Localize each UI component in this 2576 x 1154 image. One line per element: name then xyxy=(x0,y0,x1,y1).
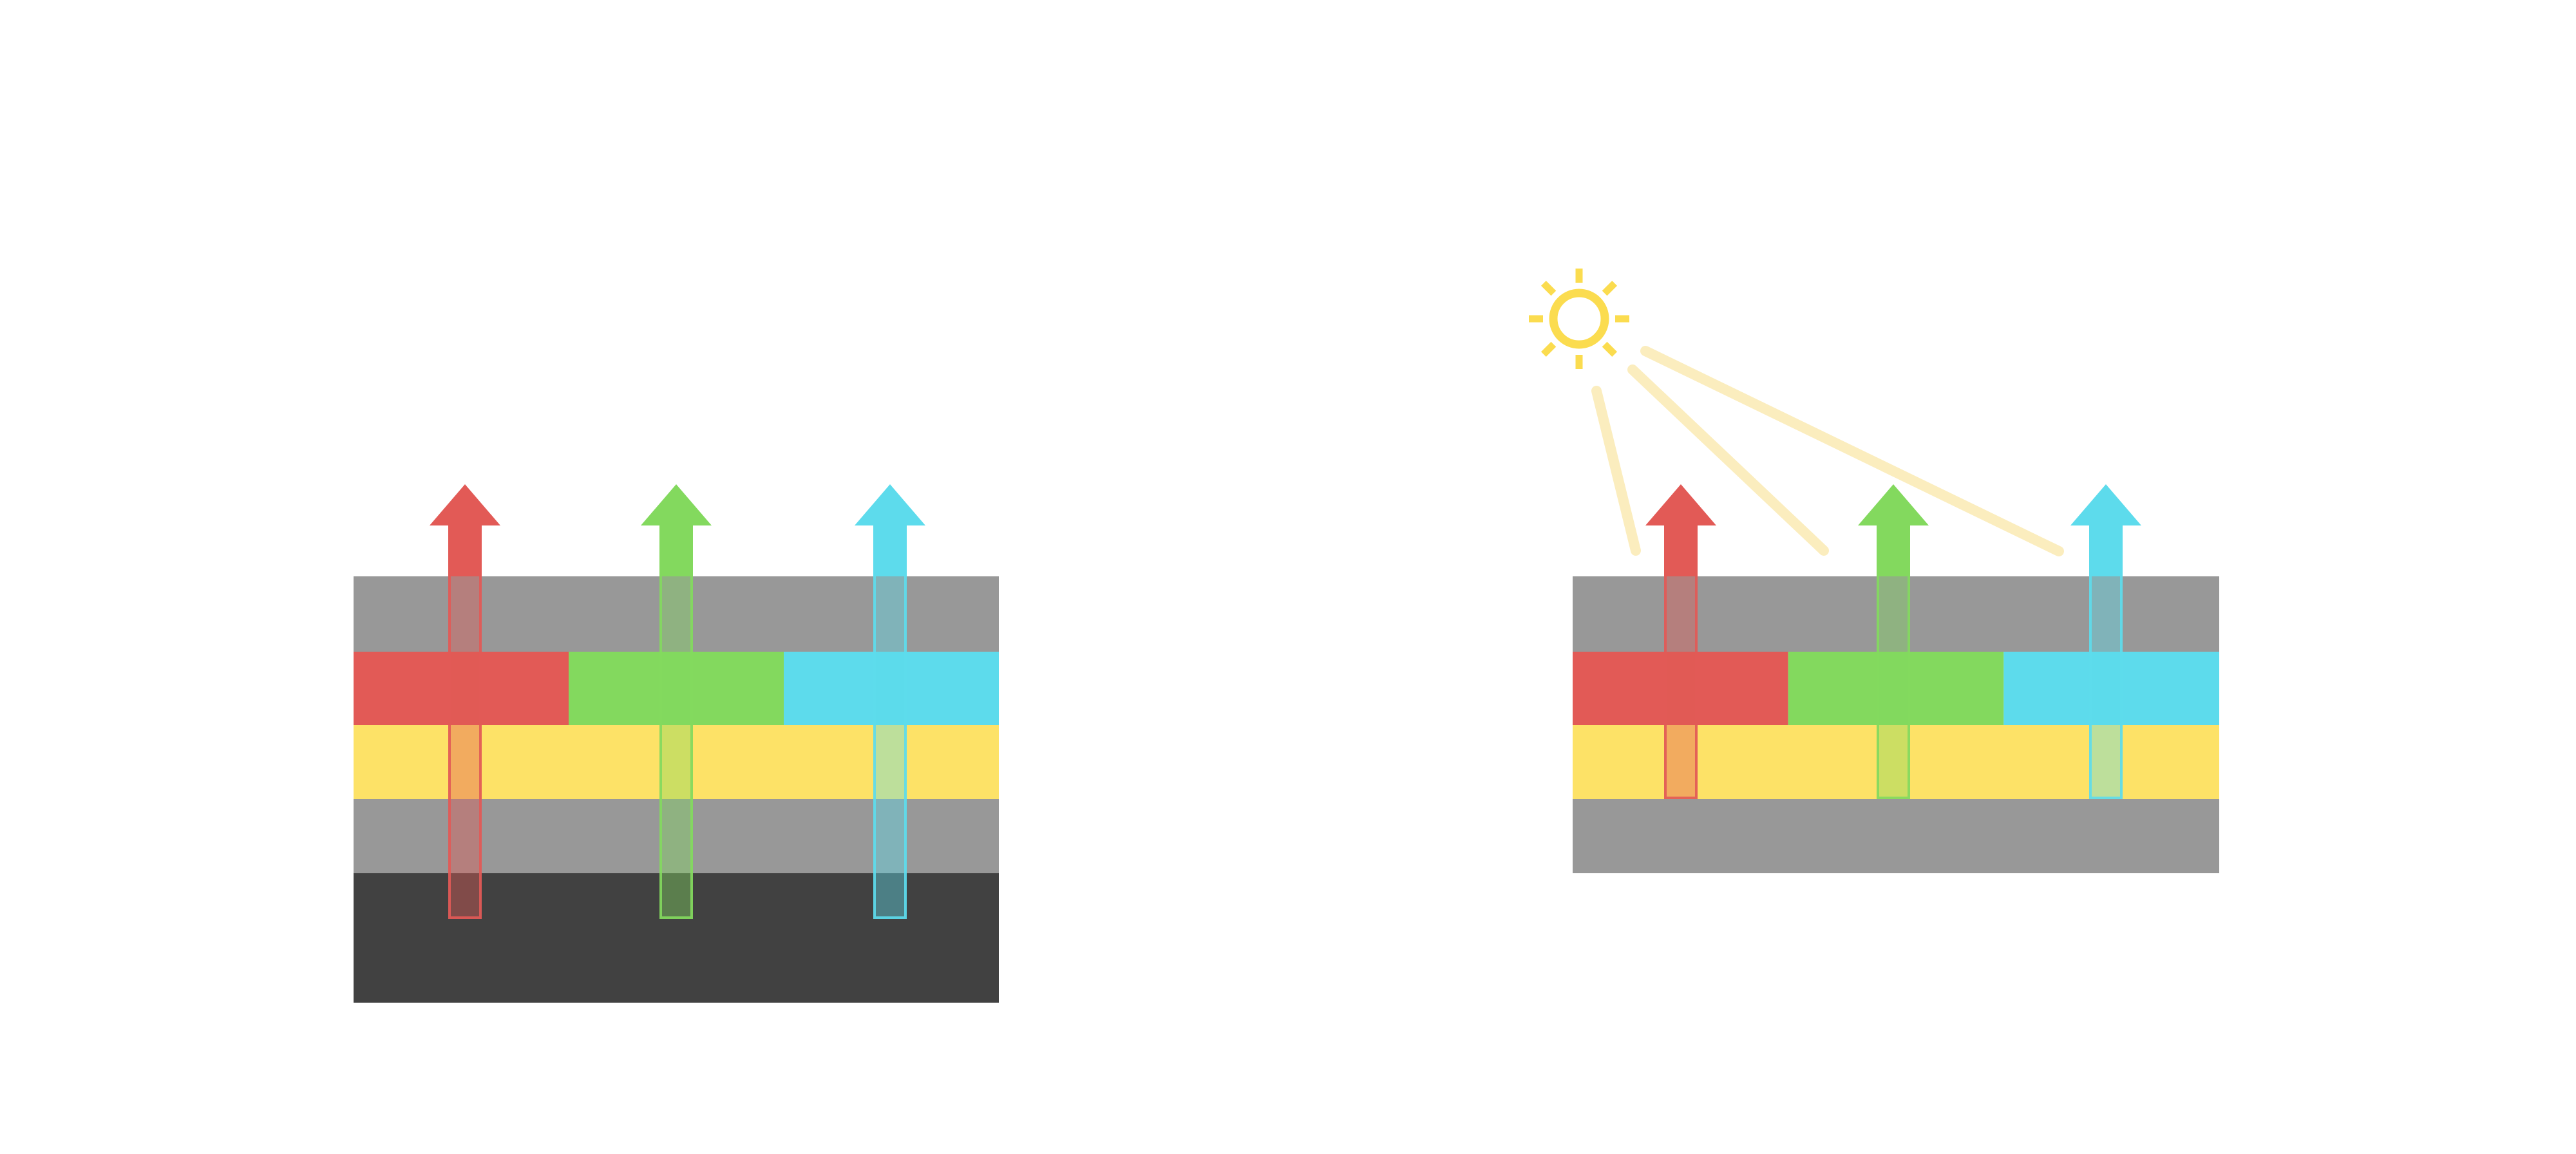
arrow-head-and-shaft xyxy=(2070,484,2141,576)
arrow-tail-outline xyxy=(1664,576,1698,799)
arrow-tail-through-stack xyxy=(1664,576,1698,799)
emissive-lower-gray-layer xyxy=(354,799,999,873)
emissive-dark-base-layer xyxy=(354,873,999,1003)
sun-ray-tick xyxy=(1540,280,1557,296)
arrow-head-and-shaft xyxy=(641,484,712,576)
emissive-yellow-layer xyxy=(354,725,999,799)
reflective-red-subpixel xyxy=(1573,652,1788,725)
reflective-cyan-subpixel xyxy=(2003,652,2219,725)
arrow-tail-outline xyxy=(448,576,482,919)
arrow-tail-through-stack xyxy=(2089,576,2123,799)
arrow-tail-outline xyxy=(873,576,907,919)
reflective-red-light-arrow xyxy=(1645,484,1716,799)
emissive-cyan-subpixel xyxy=(784,652,999,725)
sun-ring xyxy=(1549,288,1609,349)
reflective-display-stack xyxy=(1529,269,2219,873)
reflective-green-light-arrow xyxy=(1858,484,1929,799)
self-emissive-display-stack xyxy=(354,484,999,1003)
arrow-tail-through-stack xyxy=(873,576,907,919)
sun-icon xyxy=(1529,269,1629,369)
arrow-tail-through-stack xyxy=(1877,576,1910,799)
emissive-green-light-arrow xyxy=(641,484,712,919)
arrow-tail-outline xyxy=(1877,576,1910,799)
sun-beam-middle xyxy=(1627,364,1829,556)
reflective-lower-gray-layer xyxy=(1573,799,2219,873)
emissive-red-subpixel xyxy=(354,652,569,725)
sun-ray-tick xyxy=(1540,341,1557,357)
emissive-red-light-arrow xyxy=(430,484,500,919)
sun-beam-steep xyxy=(1591,386,1641,556)
emissive-cyan-light-arrow xyxy=(855,484,925,919)
reflective-cyan-light-arrow xyxy=(2070,484,2141,799)
arrow-head-and-shaft xyxy=(430,484,500,576)
reflective-green-subpixel xyxy=(1788,652,2004,725)
arrow-head-and-shaft xyxy=(855,484,925,576)
emissive-green-subpixel xyxy=(569,652,784,725)
reflective-yellow-layer xyxy=(1573,725,2219,799)
arrow-head-and-shaft xyxy=(1858,484,1929,576)
arrow-head-and-shaft xyxy=(1645,484,1716,576)
arrow-tail-outline xyxy=(659,576,693,919)
sun-beam-long xyxy=(1640,346,2064,556)
sun-ray-tick xyxy=(1602,341,1618,357)
emissive-top-gray-layer xyxy=(354,576,999,652)
sun-ray-tick xyxy=(1602,280,1618,296)
arrow-tail-outline xyxy=(2089,576,2123,799)
arrow-tail-through-stack xyxy=(659,576,693,919)
reflective-top-gray-layer xyxy=(1573,576,2219,652)
arrow-tail-through-stack xyxy=(448,576,482,919)
